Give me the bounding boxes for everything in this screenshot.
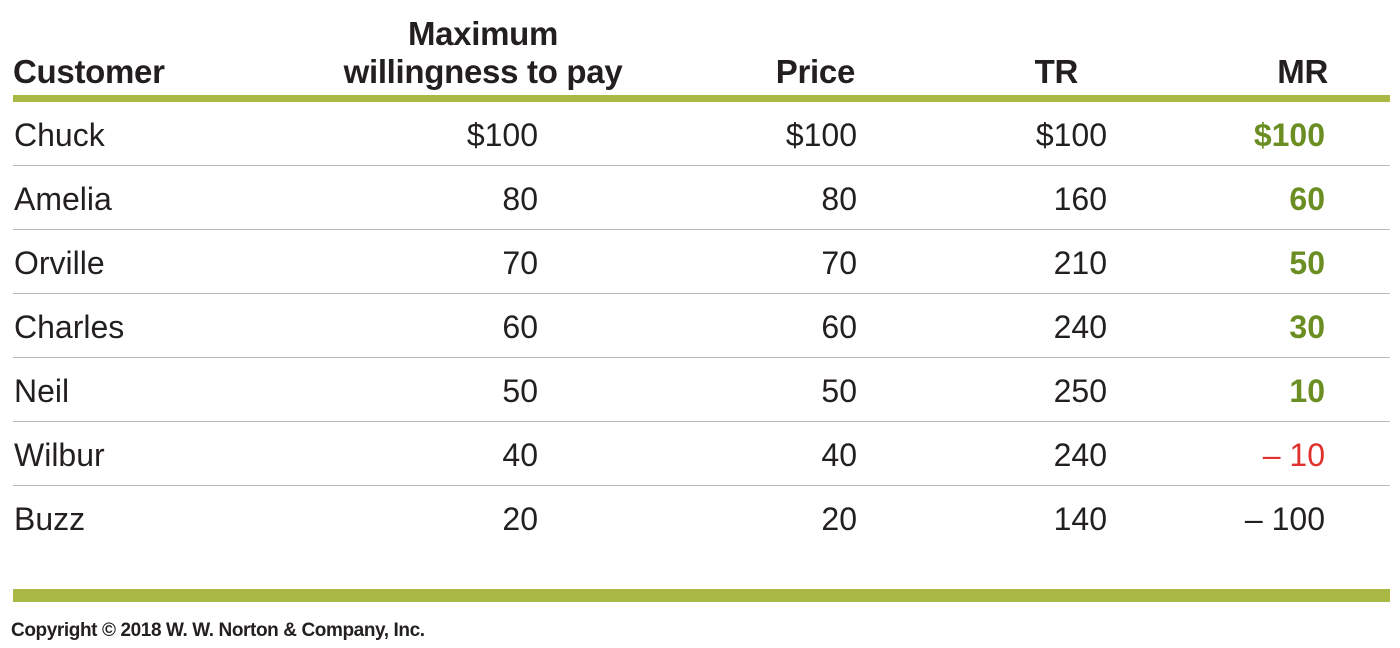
bottom-rule: [13, 589, 1390, 602]
cell-price: 70: [821, 245, 857, 281]
header-willingness-to-pay: Maximum willingness to pay: [333, 15, 633, 91]
table-row: Wilbur 40 40 240 – 10: [13, 422, 1390, 486]
table-header: Customer Maximum willingness to pay Pric…: [13, 0, 1390, 95]
table-body: Chuck $100 $100 $100 $100 Amelia 80 80 160 60 Orvi…: [13, 102, 1390, 549]
table-row: Amelia 80 80 160 60: [13, 166, 1390, 230]
header-wtp-line2: willingness to pay: [343, 53, 623, 90]
header-customer: Customer: [13, 53, 165, 90]
cell-tr: 240: [1053, 309, 1107, 345]
header-wtp-line1: Maximum: [407, 15, 559, 52]
cell-price: 20: [821, 501, 857, 537]
cell-customer: Amelia: [14, 181, 112, 217]
table-row: Charles 60 60 240 30: [13, 294, 1390, 358]
cell-willingness-to-pay: $100: [466, 117, 538, 153]
cell-customer: Chuck: [14, 117, 105, 153]
cell-price: 40: [821, 437, 857, 473]
cell-price: 60: [821, 309, 857, 345]
table-row: Neil 50 50 250 10: [13, 358, 1390, 422]
cell-customer: Orville: [14, 245, 105, 281]
cell-mr: – 10: [1262, 437, 1325, 473]
cell-price: $100: [785, 117, 857, 153]
cell-mr: 10: [1289, 373, 1325, 409]
cell-tr: 140: [1053, 501, 1107, 537]
cell-willingness-to-pay: 60: [502, 309, 538, 345]
table-row: Buzz 20 20 140 – 100: [13, 486, 1390, 549]
cell-mr: 30: [1289, 309, 1325, 345]
cell-tr: 160: [1053, 181, 1107, 217]
cell-tr: 250: [1053, 373, 1107, 409]
cell-tr: $100: [1035, 117, 1107, 153]
cell-price: 80: [821, 181, 857, 217]
mr-table: Customer Maximum willingness to pay Pric…: [13, 0, 1390, 549]
cell-mr: $100: [1253, 117, 1325, 153]
cell-mr: 50: [1289, 245, 1325, 281]
table-row: Chuck $100 $100 $100 $100: [13, 102, 1390, 166]
copyright-notice: Copyright © 2018 W. W. Norton & Company,…: [11, 620, 425, 641]
cell-willingness-to-pay: 20: [502, 501, 538, 537]
cell-willingness-to-pay: 80: [502, 181, 538, 217]
cell-customer: Charles: [14, 309, 125, 345]
header-rule: [13, 95, 1390, 102]
cell-customer: Wilbur: [14, 437, 105, 473]
cell-customer: Buzz: [14, 501, 86, 537]
header-price: Price: [775, 53, 856, 90]
cell-tr: 210: [1053, 245, 1107, 281]
header-tr: TR: [1034, 53, 1079, 90]
cell-mr: 60: [1289, 181, 1325, 217]
header-mr: MR: [1277, 53, 1328, 90]
cell-willingness-to-pay: 70: [502, 245, 538, 281]
cell-customer: Neil: [14, 373, 70, 409]
table-row: Orville 70 70 210 50: [13, 230, 1390, 294]
cell-price: 50: [821, 373, 857, 409]
cell-tr: 240: [1053, 437, 1107, 473]
cell-mr: – 100: [1244, 501, 1325, 537]
cell-willingness-to-pay: 40: [502, 437, 538, 473]
cell-willingness-to-pay: 50: [502, 373, 538, 409]
